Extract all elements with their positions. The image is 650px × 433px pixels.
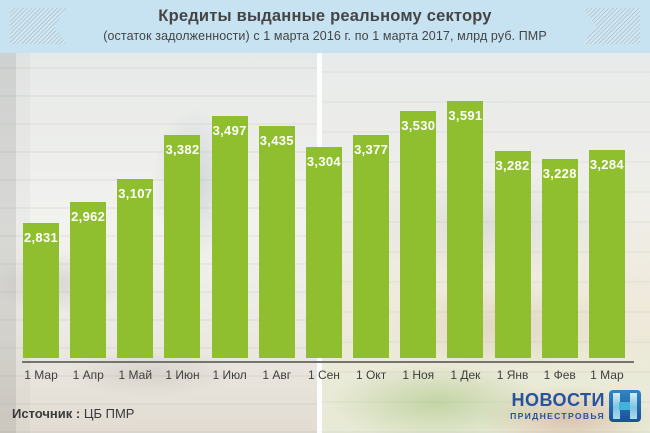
logo-subtitle: ПРИДНЕСТРОВЬЯ bbox=[510, 411, 605, 421]
bar-value-label: 3,382 bbox=[165, 142, 200, 157]
bar-column: 3,435 bbox=[254, 126, 300, 358]
logo-title: НОВОСТИ bbox=[511, 390, 605, 410]
bar-value-label: 3,435 bbox=[259, 133, 294, 148]
header-banner: Кредиты выданные реальному сектору (оста… bbox=[0, 0, 650, 53]
bar: 3,284 bbox=[588, 150, 625, 358]
x-tick-label: 1 Ноя bbox=[402, 368, 435, 382]
x-tick-label: 1 Мар bbox=[590, 368, 624, 382]
bar: 3,377 bbox=[353, 135, 390, 358]
x-tick-label: 1 Апр bbox=[72, 368, 104, 382]
x-tick-label: 1 Фев bbox=[543, 368, 576, 382]
bar: 3,228 bbox=[541, 159, 578, 358]
x-tick-label: 1 Сен bbox=[307, 368, 340, 382]
bar-value-label: 2,831 bbox=[23, 230, 59, 245]
x-tick-label: 1 Июл bbox=[212, 368, 247, 382]
bar-column: 2,831 bbox=[18, 223, 64, 358]
bar-value-label: 3,591 bbox=[448, 108, 483, 123]
bar-column: 3,530 bbox=[395, 111, 441, 358]
bar-value-label: 3,304 bbox=[306, 154, 341, 169]
x-tick-label: 1 Авг bbox=[262, 368, 292, 382]
bar: 3,435 bbox=[258, 126, 295, 358]
x-tick-label: 1 Янв bbox=[496, 368, 529, 382]
bar-column: 3,284 bbox=[584, 150, 630, 358]
bar: 3,497 bbox=[211, 116, 248, 358]
source-prefix: Источник : bbox=[12, 406, 81, 421]
bar-column: 3,497 bbox=[207, 116, 253, 358]
bar-value-label: 3,228 bbox=[542, 166, 577, 181]
bars: 2,831 2,962 3,107 3,382 3,497 3,435 3,304 3,377… bbox=[18, 57, 630, 358]
bar: 3,304 bbox=[305, 147, 342, 358]
novosti-pridnestrovya-logo: НОВОСТИ ПРИДНЕСТРОВЬЯ bbox=[510, 390, 641, 422]
header-text: Кредиты выданные реальному сектору (оста… bbox=[0, 0, 650, 43]
x-tick-label: 1 Июн bbox=[165, 368, 200, 382]
source-value: ЦБ ПМР bbox=[83, 406, 135, 421]
bar-value-label: 2,962 bbox=[71, 209, 106, 224]
bar: 3,382 bbox=[164, 135, 201, 358]
bar-column: 3,591 bbox=[442, 101, 488, 358]
x-tick-label: 1 Дек bbox=[450, 368, 481, 382]
source-label: Источник : ЦБ ПМР bbox=[12, 406, 134, 421]
bar-column: 3,282 bbox=[490, 151, 536, 358]
bar: 3,530 bbox=[400, 111, 437, 358]
bar-column: 3,304 bbox=[301, 147, 347, 358]
bar: 3,282 bbox=[494, 151, 531, 358]
x-axis-labels: 1 Мар 1 Апр 1 Май 1 Июн 1 Июл 1 Авг 1 Сен 1 Окт… bbox=[18, 368, 630, 382]
bar-value-label: 3,377 bbox=[354, 142, 389, 157]
bar-value-label: 3,107 bbox=[118, 186, 153, 201]
bar: 2,962 bbox=[70, 202, 107, 358]
bar: 3,107 bbox=[117, 179, 154, 358]
x-tick-label: 1 Май bbox=[118, 368, 153, 382]
logo-text: НОВОСТИ ПРИДНЕСТРОВЬЯ bbox=[510, 391, 605, 421]
x-tick-label: 1 Окт bbox=[355, 368, 387, 382]
logo-n-icon bbox=[609, 390, 641, 422]
bar-column: 3,228 bbox=[537, 159, 583, 358]
chart-subtitle: (остаток задолженности) с 1 марта 2016 г… bbox=[103, 28, 547, 43]
bar: 3,591 bbox=[447, 101, 484, 358]
bar-column: 2,962 bbox=[65, 202, 111, 358]
bar-column: 3,382 bbox=[159, 135, 205, 358]
bar-value-label: 3,497 bbox=[212, 123, 247, 138]
bar-column: 3,377 bbox=[348, 135, 394, 358]
x-axis-line bbox=[22, 361, 634, 363]
bar-value-label: 3,284 bbox=[589, 157, 624, 172]
bar-value-label: 3,530 bbox=[401, 118, 436, 133]
chart-title: Кредиты выданные реальному сектору bbox=[158, 7, 492, 25]
bar-column: 3,107 bbox=[112, 179, 158, 358]
bar: 2,831 bbox=[23, 223, 59, 358]
bar-value-label: 3,282 bbox=[495, 158, 530, 173]
x-tick-label: 1 Мар bbox=[24, 368, 58, 382]
